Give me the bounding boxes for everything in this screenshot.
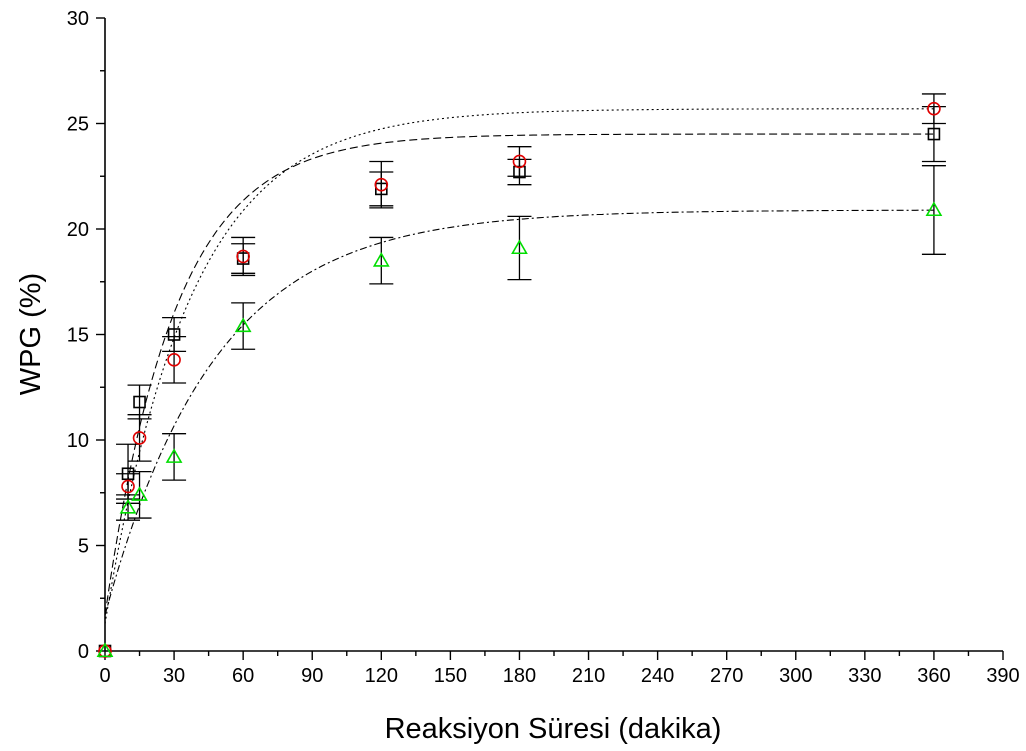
- data-point-triangle: [131, 486, 148, 501]
- data-point-square: [375, 182, 388, 196]
- data-point-square: [121, 467, 135, 481]
- y-tick-label: 15: [67, 325, 89, 347]
- data-point-triangle: [925, 201, 943, 217]
- x-tick-label: 300: [779, 665, 812, 687]
- data-point-square: [513, 165, 526, 179]
- x-axis-title: Reaksiyon Süresi (dakika): [385, 713, 722, 745]
- data-points: [96, 101, 943, 658]
- fit-curves: [104, 108, 934, 624]
- y-tick-label: 0: [78, 641, 89, 663]
- x-tick-label: 270: [710, 665, 743, 687]
- data-point-circle: [927, 101, 941, 116]
- data-point-triangle: [372, 252, 390, 267]
- x-tick-label: 210: [572, 665, 605, 687]
- x-tick-label: 120: [365, 665, 398, 687]
- x-tick-label: 390: [986, 665, 1019, 687]
- x-tick-label: 0: [99, 665, 110, 687]
- data-point-triangle: [119, 498, 137, 514]
- y-tick-label: 5: [78, 536, 89, 558]
- data-point-square: [133, 395, 146, 409]
- x-tick-label: 30: [163, 665, 185, 687]
- y-tick-label: 10: [67, 430, 89, 452]
- x-tick-label: 360: [917, 665, 950, 687]
- data-point-circle: [167, 353, 181, 367]
- error-bars: [116, 93, 946, 521]
- x-tick-label: 240: [641, 665, 674, 687]
- fit-curve-triangle: [104, 209, 934, 616]
- data-point-square: [927, 127, 941, 141]
- y-axis-title: WPG (%): [15, 273, 47, 395]
- x-tick-label: 150: [434, 665, 467, 687]
- data-point-square: [167, 328, 181, 341]
- x-tick-label: 60: [232, 665, 254, 687]
- axes: 0 30 60 90 120 150 180 210 240 270 300 330 360 390 0 5 1…: [67, 8, 1020, 687]
- data-point-circle: [236, 249, 250, 264]
- fit-curve-square: [104, 133, 934, 616]
- data-point-triangle: [165, 448, 183, 463]
- data-point-circle: [374, 177, 389, 192]
- y-tick-label: 20: [67, 219, 89, 241]
- x-tick-label: 90: [301, 665, 323, 687]
- y-tick-label: 30: [67, 8, 89, 30]
- data-point-circle: [121, 479, 135, 494]
- x-tick-label: 180: [503, 665, 536, 687]
- x-tick-label: 330: [848, 665, 881, 687]
- data-point-triangle: [234, 317, 252, 333]
- data-point-triangle: [96, 642, 114, 658]
- data-point-circle: [512, 154, 527, 169]
- data-point-triangle: [511, 239, 528, 255]
- data-point-circle: [132, 431, 147, 445]
- y-tick-label: 25: [67, 114, 89, 136]
- fit-curve-circle: [104, 108, 934, 624]
